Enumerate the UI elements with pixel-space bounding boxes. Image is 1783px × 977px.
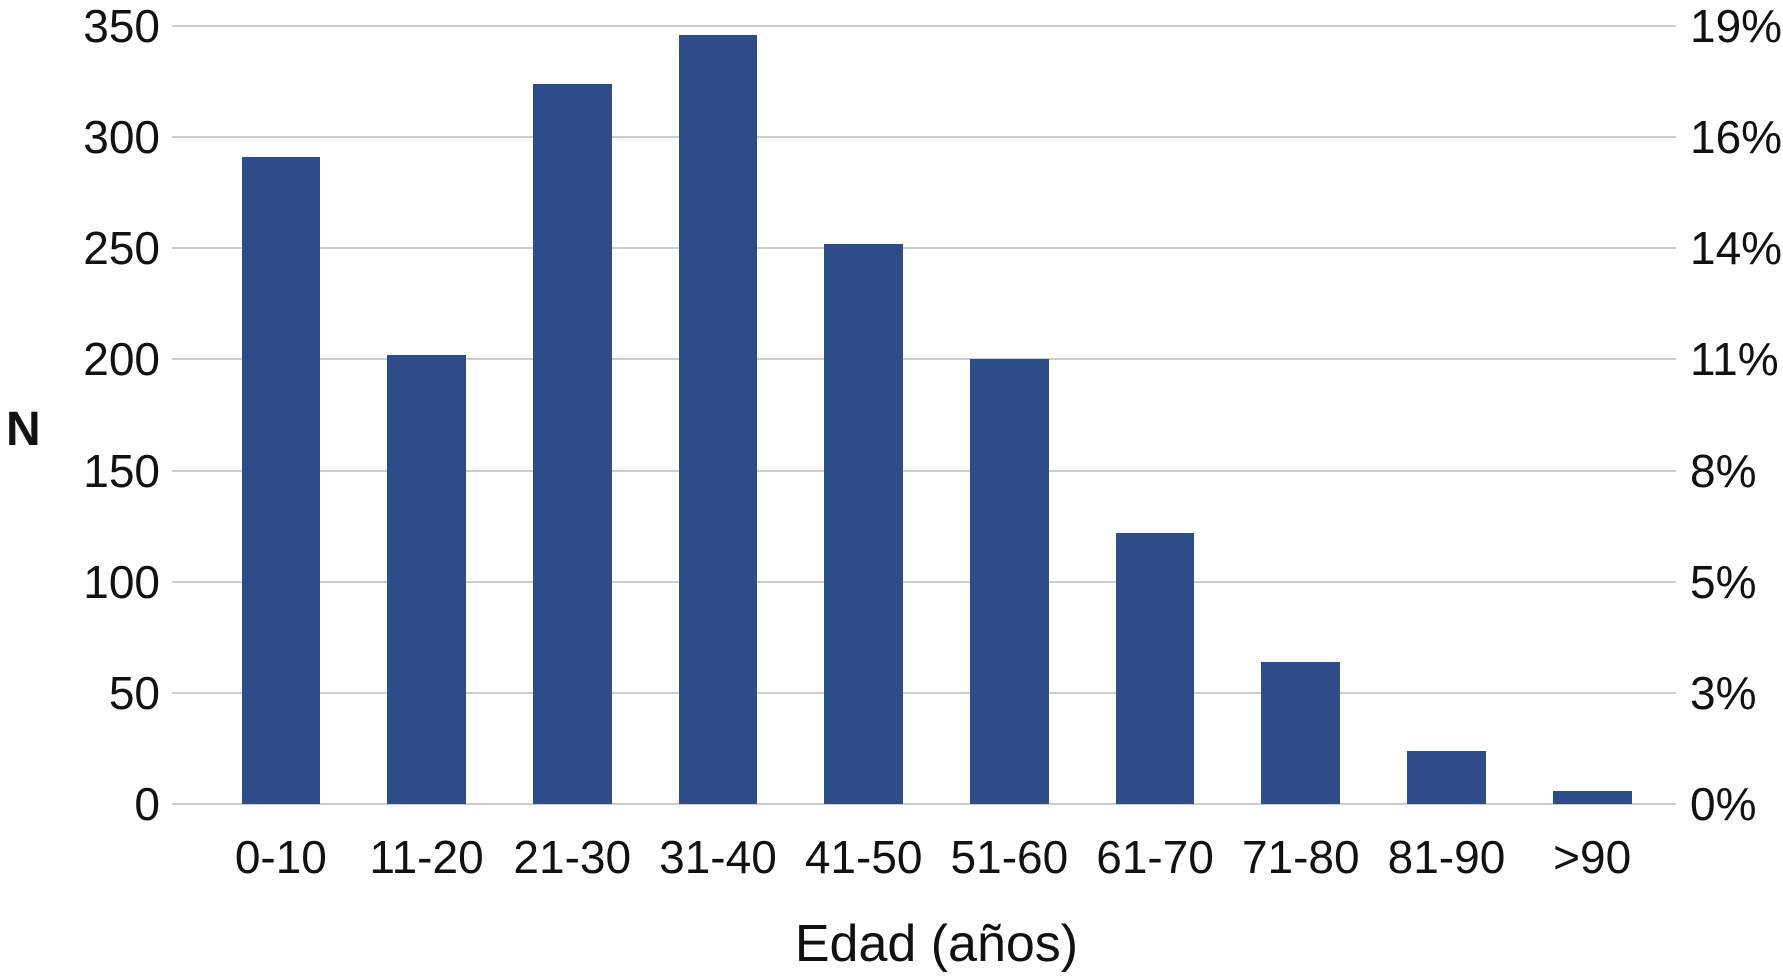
y-axis-tick-left: 100 bbox=[83, 555, 160, 608]
x-axis-tick-label: 61-70 bbox=[1096, 831, 1214, 883]
y-axis-tick-left: 150 bbox=[83, 444, 160, 497]
y-axis-tick-left: 0 bbox=[134, 778, 160, 830]
y-axis-tick-left: 200 bbox=[83, 333, 160, 386]
bar bbox=[387, 354, 466, 804]
bar-slot bbox=[354, 26, 500, 804]
bars-strip bbox=[208, 26, 1665, 804]
y-axis-tick-left: 250 bbox=[83, 222, 160, 275]
y-axis-right: 19% 16% 14% 11% 8% 5% 3% 0% bbox=[1690, 0, 1783, 977]
x-axis-tick-label: 11-20 bbox=[369, 831, 484, 883]
y-axis-left: 350 300 250 200 150 100 50 0 bbox=[0, 0, 160, 977]
gridline bbox=[172, 803, 1676, 805]
gridline bbox=[172, 580, 1676, 583]
x-axis-title: Edad (años) bbox=[794, 915, 1079, 973]
y-axis-tick-right: 16% bbox=[1690, 111, 1783, 164]
x-axis-tick-label: 81-90 bbox=[1387, 831, 1506, 883]
bar bbox=[1115, 532, 1195, 804]
y-axis-tick-right: 11% bbox=[1690, 333, 1779, 386]
x-axis-tick-label: 31-40 bbox=[659, 831, 777, 883]
y-axis-tick-left: 50 bbox=[108, 666, 160, 719]
bar-slot bbox=[1228, 26, 1374, 804]
x-axis-ticks: 0-10 11-20 21-30 31-40 41-50 51-60 61-70 71-80 8… bbox=[208, 830, 1665, 885]
y-axis-tick-right: 3% bbox=[1690, 666, 1757, 719]
y-axis-tick-right: 0% bbox=[1690, 778, 1757, 830]
y-axis-tick-right: 8% bbox=[1690, 444, 1757, 497]
bar-slot bbox=[208, 26, 354, 804]
bar bbox=[241, 157, 321, 804]
gridline bbox=[172, 247, 1676, 250]
bar-slot bbox=[645, 26, 791, 804]
x-axis-tick-label: 41-50 bbox=[804, 831, 923, 883]
gridline bbox=[172, 358, 1676, 361]
x-axis-tick-label: 21-30 bbox=[513, 831, 632, 883]
bar-slot bbox=[937, 26, 1083, 804]
bar-slot bbox=[499, 26, 645, 804]
bar-slot bbox=[791, 26, 937, 804]
gridline bbox=[172, 25, 1676, 27]
x-axis-tick-label: 71-80 bbox=[1241, 831, 1360, 883]
gridline bbox=[172, 469, 1676, 472]
bar bbox=[532, 83, 612, 804]
bar bbox=[678, 34, 758, 804]
bar bbox=[970, 359, 1049, 804]
plot-area bbox=[172, 25, 1676, 805]
gridline bbox=[172, 691, 1676, 694]
y-axis-tick-right: 14% bbox=[1690, 222, 1783, 275]
y-axis-tick-left: 300 bbox=[83, 111, 160, 164]
bar-slot bbox=[1519, 26, 1665, 804]
x-axis-tick-label: 51-60 bbox=[950, 831, 1069, 883]
x-axis-tick-label: 0-10 bbox=[234, 831, 327, 883]
y-axis-tick-right: 5% bbox=[1690, 555, 1757, 608]
bar bbox=[824, 243, 903, 804]
bar-slot bbox=[1374, 26, 1520, 804]
bar bbox=[1261, 661, 1341, 804]
bar-slot bbox=[1082, 26, 1228, 804]
bar bbox=[1552, 790, 1632, 804]
gridline bbox=[172, 136, 1676, 139]
y-axis-title: N bbox=[6, 403, 41, 456]
bar bbox=[1407, 750, 1486, 804]
y-axis-tick-right: 19% bbox=[1690, 0, 1783, 52]
y-axis-tick-left: 350 bbox=[83, 0, 160, 52]
x-axis-tick-label: >90 bbox=[1553, 831, 1632, 883]
